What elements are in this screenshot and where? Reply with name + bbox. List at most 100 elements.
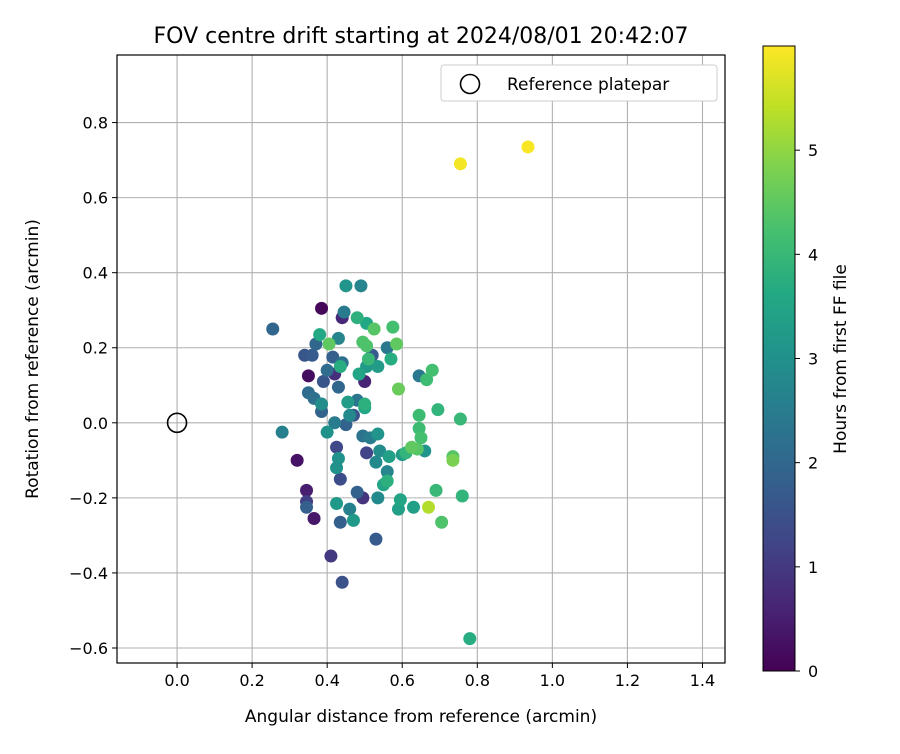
- data-point: [371, 491, 385, 505]
- colorbar-tick-label: 5: [808, 141, 818, 160]
- data-point: [300, 483, 314, 497]
- data-point: [324, 549, 338, 563]
- data-point: [386, 320, 400, 334]
- data-point: [446, 453, 460, 467]
- grid-lines: [117, 55, 725, 663]
- x-tick-label: 0.4: [314, 671, 339, 690]
- data-point: [341, 395, 355, 409]
- data-point: [290, 453, 304, 467]
- y-tick-label: −0.4: [69, 564, 108, 583]
- data-point: [453, 157, 467, 171]
- x-tick-label: 1.2: [615, 671, 640, 690]
- data-point: [369, 455, 383, 469]
- colorbar-tick-label: 3: [808, 350, 818, 369]
- data-point: [333, 515, 347, 529]
- data-point: [313, 328, 327, 342]
- data-point: [305, 348, 319, 362]
- y-axis-ticks: −0.6 −0.4 −0.2 0.0 0.2 0.4 0.6 0.8: [69, 114, 117, 658]
- colorbar-tick-label: 0: [808, 662, 818, 681]
- data-point: [315, 301, 329, 315]
- y-tick-label: 0.8: [83, 114, 108, 133]
- x-tick-label: 1.0: [540, 671, 565, 690]
- data-point: [339, 279, 353, 293]
- data-point: [330, 440, 344, 454]
- y-tick-label: −0.6: [69, 639, 108, 658]
- y-tick-label: 0.0: [83, 414, 108, 433]
- data-point: [521, 140, 535, 154]
- data-point: [322, 337, 336, 351]
- y-tick-label: 0.2: [83, 339, 108, 358]
- data-point: [373, 444, 387, 458]
- data-point: [337, 305, 351, 319]
- x-axis-label: Angular distance from reference (arcmin): [245, 707, 597, 727]
- colorbar-gradient: [762, 45, 796, 672]
- data-point: [300, 500, 314, 514]
- data-point: [275, 425, 289, 439]
- data-point: [335, 575, 349, 589]
- data-point: [463, 632, 477, 646]
- colorbar-tick-label: 2: [808, 454, 818, 473]
- x-tick-label: 0.8: [465, 671, 490, 690]
- data-point: [301, 369, 315, 383]
- data-point: [266, 322, 280, 336]
- data-point: [380, 465, 394, 479]
- data-point: [356, 335, 370, 349]
- data-point: [343, 502, 357, 516]
- legend-label: Reference platepar: [507, 75, 669, 95]
- data-point: [412, 408, 426, 422]
- data-point: [360, 446, 374, 460]
- y-tick-label: 0.4: [83, 264, 108, 283]
- x-tick-label: 0.2: [239, 671, 264, 690]
- data-point: [435, 515, 449, 529]
- colorbar: 0 1 2 3 4 5 Hours from first FF file: [762, 45, 851, 681]
- data-point: [350, 485, 364, 499]
- y-axis-label: Rotation from reference (arcmin): [23, 219, 43, 499]
- data-point: [358, 397, 372, 411]
- data-point: [350, 311, 364, 325]
- data-point: [307, 512, 321, 526]
- data-point: [391, 382, 405, 396]
- data-point: [455, 489, 469, 503]
- data-point: [330, 496, 344, 510]
- data-point: [326, 350, 340, 364]
- data-point: [354, 279, 368, 293]
- data-point: [315, 397, 329, 411]
- x-tick-label: 0.6: [390, 671, 415, 690]
- chart-title: FOV centre drift starting at 2024/08/01 …: [154, 24, 689, 49]
- data-point: [425, 363, 439, 377]
- plot-frame: [116, 54, 726, 664]
- data-point: [380, 474, 394, 488]
- data-point: [333, 472, 347, 486]
- data-point: [431, 403, 445, 417]
- data-point: [343, 408, 357, 422]
- data-point: [320, 425, 334, 439]
- data-point: [429, 483, 443, 497]
- data-point: [333, 360, 347, 374]
- data-point: [369, 532, 383, 546]
- data-point: [331, 380, 345, 394]
- data-point: [371, 360, 385, 374]
- data-point: [331, 451, 345, 465]
- data-point: [453, 412, 467, 426]
- data-point: [406, 500, 420, 514]
- legend: Reference platepar: [440, 64, 718, 102]
- data-point: [346, 513, 360, 527]
- data-point: [414, 431, 428, 445]
- colorbar-tick-label: 1: [808, 558, 818, 577]
- x-tick-label: 0.0: [164, 671, 189, 690]
- data-point: [367, 322, 381, 336]
- data-point: [361, 352, 375, 366]
- colorbar-tick-label: 4: [808, 245, 818, 264]
- data-points: [266, 140, 535, 646]
- legend-open-circle-icon: [459, 73, 481, 95]
- data-point: [390, 337, 404, 351]
- reference-platepar-marker: [166, 412, 188, 434]
- data-point: [320, 363, 334, 377]
- legend-box: [440, 64, 718, 102]
- data-point: [422, 500, 436, 514]
- data-point: [384, 352, 398, 366]
- x-tick-label: 1.4: [690, 671, 715, 690]
- data-point: [420, 373, 434, 387]
- data-point: [328, 416, 342, 430]
